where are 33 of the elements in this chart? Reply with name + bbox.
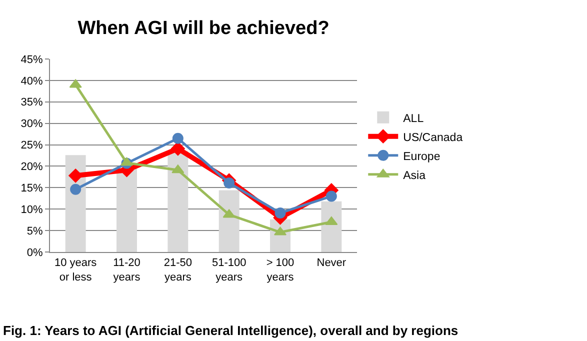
x-tick-label: Never bbox=[316, 257, 346, 270]
point bbox=[224, 177, 235, 188]
y-tick-label: 0% bbox=[26, 246, 44, 259]
legend-label: ALL bbox=[403, 112, 424, 125]
caption: Fig. 1: Years to AGI (Artificial General Intelligence), overall and by regions bbox=[3, 323, 458, 338]
x-tick-label: > 100 years bbox=[266, 257, 294, 284]
y-tick-label: 35% bbox=[20, 96, 44, 109]
legend-label: Asia bbox=[403, 170, 426, 182]
bar bbox=[116, 168, 137, 252]
bar bbox=[321, 201, 342, 252]
y-tick-label: 15% bbox=[20, 182, 44, 195]
x-tick-label: 10 years or less bbox=[54, 257, 98, 284]
y-tick-label: 25% bbox=[20, 140, 44, 152]
x-tick-label: 11-20 years bbox=[113, 257, 141, 284]
y-tick-label: 5% bbox=[26, 225, 44, 238]
point bbox=[68, 168, 83, 183]
y-tick-label: 30% bbox=[20, 118, 44, 130]
chart-title: When AGI will be achieved? bbox=[78, 18, 330, 39]
point bbox=[70, 184, 82, 195]
bar bbox=[218, 190, 240, 252]
legend-label: US/Canada bbox=[403, 132, 464, 144]
point bbox=[172, 132, 184, 144]
bar bbox=[168, 151, 188, 252]
y-tick-label: 40% bbox=[20, 75, 44, 88]
point bbox=[274, 207, 286, 218]
y-tick-label: 45% bbox=[20, 54, 44, 66]
x-tick-label: 51-100 years bbox=[212, 257, 246, 284]
y-tick-label: 20% bbox=[20, 161, 44, 174]
point bbox=[170, 142, 185, 156]
y-tick-label: 10% bbox=[20, 204, 44, 216]
point bbox=[326, 190, 337, 202]
x-tick-label: 21-50 years bbox=[164, 257, 192, 284]
legend-label: Europe bbox=[403, 150, 440, 163]
